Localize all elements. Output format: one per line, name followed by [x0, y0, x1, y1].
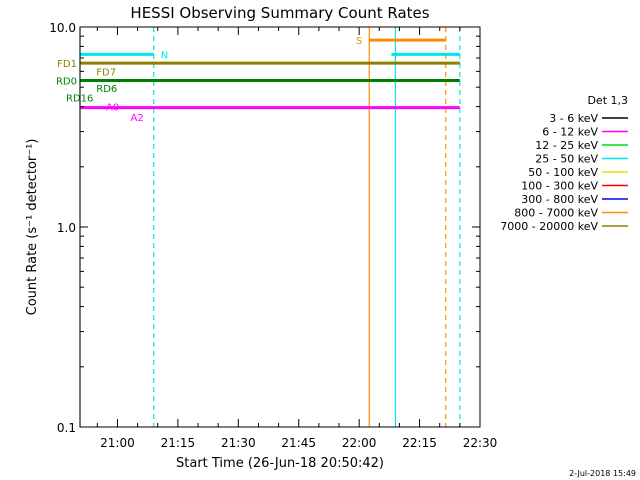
y-tick-label: 10.0 [49, 21, 76, 35]
flag-label: S [356, 36, 362, 47]
flag-label: RD0 [56, 77, 77, 88]
flag-label: FD1 [57, 59, 77, 70]
legend-label: 300 - 800 keV [521, 193, 598, 206]
x-axis-label: Start Time (26-Jun-18 20:50:42) [176, 456, 384, 471]
x-tick-label: 21:30 [221, 436, 256, 450]
x-tick-label: 21:45 [281, 436, 316, 450]
y-tick-label: 0.1 [57, 421, 76, 435]
y-axis: 0.1 1.0 10.0 [49, 21, 480, 435]
y-axis-label: Count Rate (s⁻¹ detector⁻¹) [25, 139, 40, 316]
x-tick-label: 22:00 [342, 436, 377, 450]
legend-title: Det 1,3 [587, 94, 628, 107]
legend-label: 7000 - 20000 keV [500, 220, 598, 233]
flag-label: N [161, 50, 168, 61]
legend-label: 3 - 6 keV [549, 112, 598, 125]
legend-label: 50 - 100 keV [528, 166, 598, 179]
flag-sublabel: RD6 [96, 84, 117, 95]
legend-label: 100 - 300 keV [521, 180, 598, 193]
legend-label: 12 - 25 keV [535, 139, 598, 152]
flag-sublabel: FD7 [96, 67, 116, 78]
x-tick-label: 21:15 [161, 436, 196, 450]
x-tick-label: 22:15 [402, 436, 437, 450]
plot-frame [79, 26, 481, 428]
legend-label: 800 - 7000 keV [514, 207, 598, 220]
x-tick-label: 21:00 [100, 436, 135, 450]
flag-sublabel: A2 [131, 113, 144, 124]
y-tick-label: 1.0 [57, 221, 76, 235]
date-stamp: 2-Jul-2018 15:49 [569, 469, 636, 478]
flag-label: A0 [106, 103, 119, 114]
legend-label: 6 - 12 keV [542, 126, 598, 139]
x-tick-label: 22:30 [463, 436, 498, 450]
legend-label: 25 - 50 keV [535, 153, 598, 166]
x-axis: 21:00 21:15 21:30 21:45 22:00 22:15 22:30 [96, 27, 498, 450]
chart-title: HESSI Observing Summary Count Rates [130, 4, 429, 22]
